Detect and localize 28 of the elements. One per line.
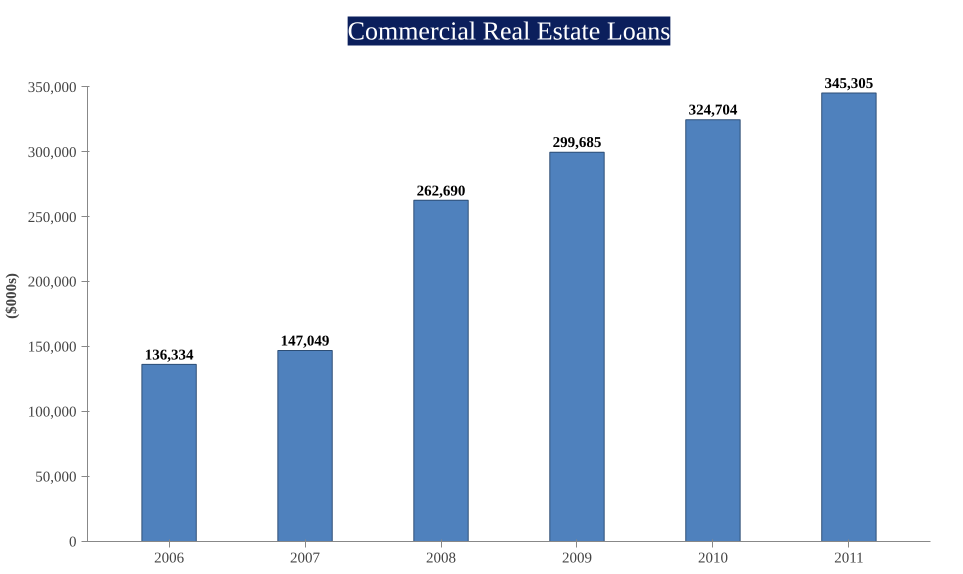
y-tick-label: 50,000 (35, 470, 76, 486)
bar (821, 92, 877, 542)
y-tick-label: 150,000 (28, 340, 76, 356)
data-label: 345,305 (824, 76, 874, 92)
data-label: 299,685 (552, 135, 602, 152)
x-tick-label: 2007 (290, 550, 321, 566)
y-tick-label: 250,000 (28, 210, 76, 226)
y-tick-label: 350,000 (28, 80, 76, 96)
x-tick-label: 2006 (154, 550, 185, 566)
x-tick-label: 2011 (834, 550, 864, 566)
data-label: 147,049 (280, 333, 330, 350)
y-tick-label: 200,000 (28, 274, 76, 291)
x-tick-label: 2010 (698, 550, 728, 566)
y-tick-label: 100,000 (28, 404, 76, 421)
y-tick-label: 300,000 (28, 144, 76, 161)
bar (685, 119, 741, 542)
bar (277, 350, 333, 542)
data-label: 136,334 (144, 347, 194, 364)
y-axis-title: ($000s) (4, 273, 20, 319)
bar (141, 364, 197, 542)
x-tick-label: 2009 (562, 550, 592, 566)
chart-title: Commercial Real Estate Loans (348, 16, 670, 46)
x-tick-label: 2008 (426, 550, 456, 566)
y-tick-label: 0 (69, 534, 76, 550)
data-label: 262,690 (416, 183, 466, 200)
bar (549, 152, 605, 542)
data-label: 324,704 (688, 102, 738, 119)
bar (413, 200, 469, 542)
